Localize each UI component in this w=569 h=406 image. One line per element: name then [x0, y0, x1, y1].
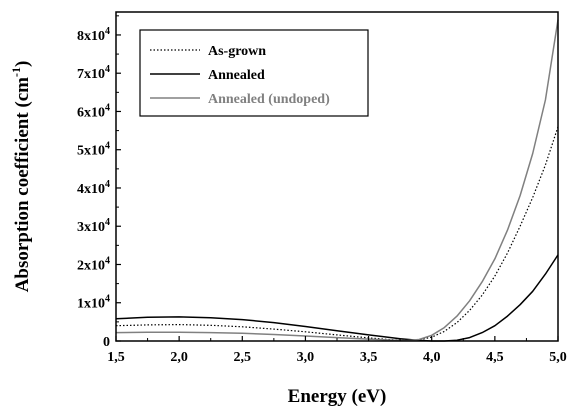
x-tick-label: 2,0 [170, 350, 188, 365]
y-tick-label: 0 [103, 335, 110, 350]
y-tick-label: 6x104 [77, 102, 110, 120]
y-tick-label: 2x104 [77, 255, 110, 273]
y-axis-title-close: ) [12, 61, 33, 67]
y-tick-label: 3x104 [77, 217, 110, 235]
y-tick-label: 4x104 [77, 179, 110, 197]
x-tick-label: 3,0 [297, 350, 315, 365]
legend-label-2: Annealed (undoped) [208, 92, 330, 107]
y-tick-label: 8x104 [77, 26, 110, 44]
legend-label-0: As-grown [208, 44, 266, 59]
series-line-1 [115, 254, 559, 342]
y-tick-label: 7x104 [77, 64, 110, 82]
legend-label-1: Annealed [208, 68, 265, 83]
y-axis-title-superscript: -1 [9, 67, 23, 77]
legend: As-grown Annealed Annealed (undoped) [139, 29, 369, 117]
x-tick-label: 4,5 [486, 350, 504, 365]
x-axis-title: Energy (eV) [288, 386, 387, 406]
y-axis-title-main: Absorption coefficient (cm [12, 77, 33, 292]
y-tick-label: 1x104 [77, 294, 110, 312]
y-tick-label: 5x104 [77, 141, 110, 159]
y-axis-title: Absorption coefficient (cm-1) [9, 61, 33, 293]
x-tick-label: 3,5 [360, 350, 378, 365]
x-tick-label: 4,0 [423, 350, 441, 365]
series-line-2 [115, 19, 559, 342]
series-line-0 [115, 126, 559, 341]
ticks-layer: 1,5 2,0 2,5 3,0 3,5 4,0 4,5 5,0 0 1x104 2x104 3x104… [77, 15, 567, 365]
legend-box [139, 29, 369, 117]
x-tick-label: 1,5 [107, 350, 125, 365]
x-tick-label: 5,0 [549, 350, 567, 365]
x-tick-label: 2,5 [234, 350, 252, 365]
